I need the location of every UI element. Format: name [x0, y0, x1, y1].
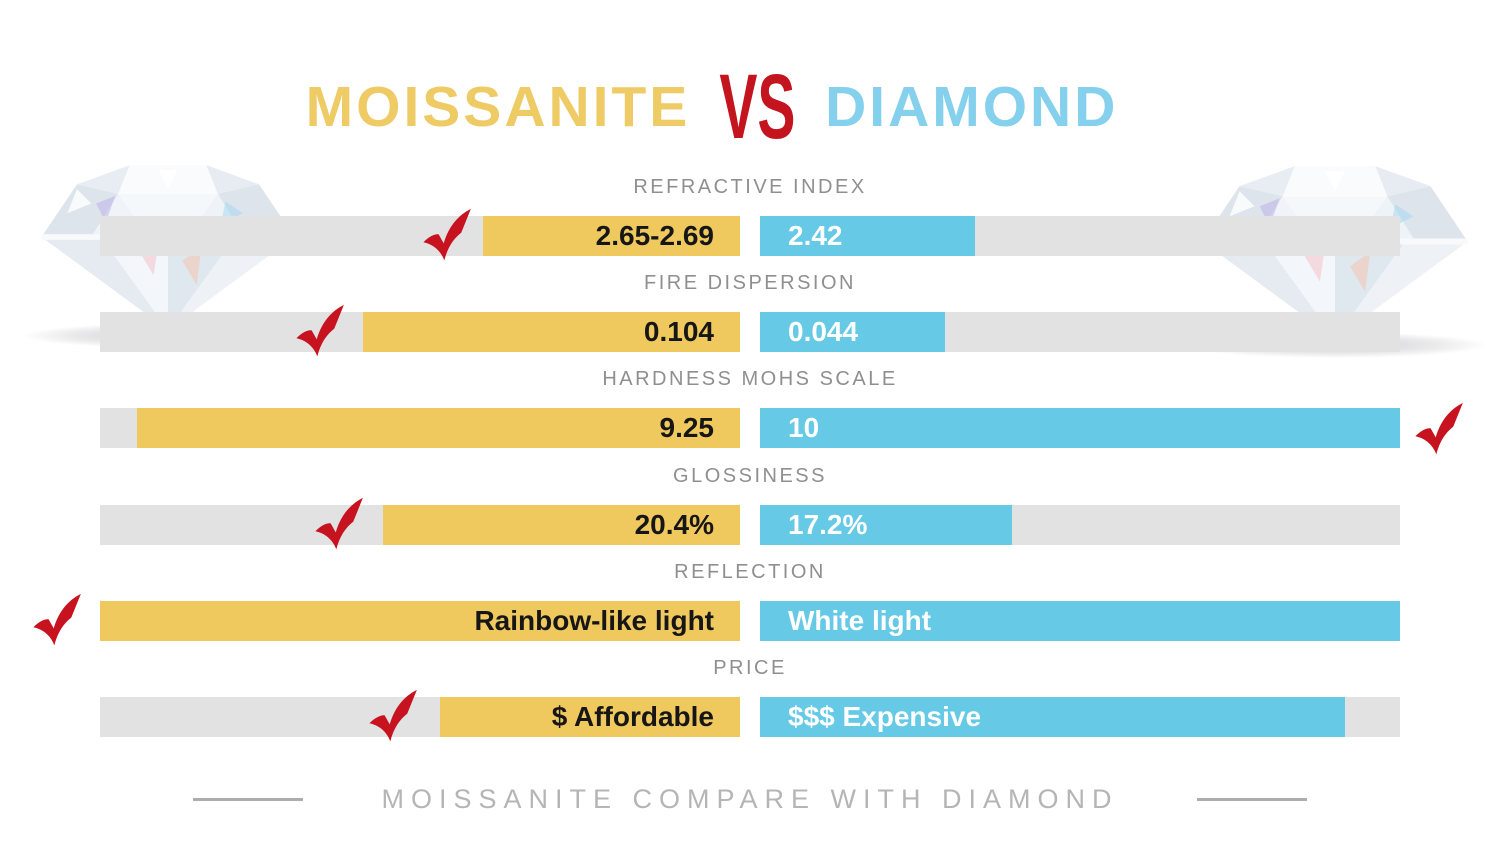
winner-check-icon — [30, 592, 82, 649]
diamond-value: $$$ Expensive — [788, 701, 982, 732]
comparison-row-hardness: HARDNESS MOHS SCALE 9.25 10 — [0, 364, 1500, 464]
moissanite-bar: 9.25 — [137, 408, 740, 448]
moissanite-bar: 2.65-2.69 — [483, 216, 740, 256]
winner-check-icon — [1412, 401, 1464, 458]
winner-check-icon — [293, 303, 345, 360]
diamond-value: 17.2% — [788, 509, 868, 540]
moissanite-bar: $ Affordable — [440, 697, 740, 737]
comparison-row-reflection: REFLECTION Rainbow-like light White ligh… — [0, 557, 1500, 657]
diamond-value: 2.42 — [788, 220, 843, 251]
row-label: REFRACTIVE INDEX — [633, 176, 867, 198]
moissanite-bar: Rainbow-like light — [100, 601, 740, 641]
comparison-row-refractive-index: REFRACTIVE INDEX 2.65-2.69 2.42 — [0, 172, 1500, 272]
moissanite-value: $ Affordable — [551, 701, 714, 732]
moissanite-value: 20.4% — [634, 509, 714, 540]
moissanite-value: Rainbow-like light — [474, 605, 714, 636]
moissanite-value: 2.65-2.69 — [595, 220, 714, 251]
diamond-bar: 2.42 — [760, 216, 975, 256]
row-label: GLOSSINESS — [673, 465, 827, 487]
diamond-value: White light — [788, 605, 932, 636]
row-label: REFLECTION — [674, 561, 826, 583]
moissanite-value: 9.25 — [659, 412, 715, 443]
diamond-bar: White light — [760, 601, 1400, 641]
divider-line — [1196, 797, 1307, 801]
page-title: MOISSANITE VS DIAMOND — [0, 56, 1424, 158]
diamond-value: 0.044 — [788, 316, 859, 347]
footer-caption: MOISSANITE COMPARE WITH DIAMOND — [0, 778, 1500, 820]
winner-check-icon — [420, 207, 472, 264]
diamond-bar: 10 — [760, 408, 1400, 448]
diamond-bar: $$$ Expensive — [760, 697, 1345, 737]
row-label: FIRE DISPERSION — [644, 272, 856, 294]
title-vs: VS — [719, 55, 796, 158]
moissanite-bar: 0.104 — [363, 312, 740, 352]
title-moissanite: MOISSANITE — [305, 75, 691, 139]
divider-line — [193, 797, 304, 801]
title-diamond: DIAMOND — [825, 75, 1119, 139]
moissanite-bar: 20.4% — [383, 505, 740, 545]
diamond-bar: 0.044 — [760, 312, 945, 352]
comparison-row-glossiness: GLOSSINESS 20.4% 17.2% — [0, 461, 1500, 561]
moissanite-value: 0.104 — [643, 316, 714, 347]
row-label: HARDNESS MOHS SCALE — [602, 368, 898, 390]
row-label: PRICE — [713, 657, 787, 679]
comparison-row-fire-dispersion: FIRE DISPERSION 0.104 0.044 — [0, 268, 1500, 368]
diamond-value: 10 — [788, 412, 820, 443]
comparison-row-price: PRICE $ Affordable $$$ Expensive — [0, 653, 1500, 753]
diamond-bar: 17.2% — [760, 505, 1012, 545]
winner-check-icon — [312, 496, 364, 553]
winner-check-icon — [366, 688, 418, 745]
footer-text: MOISSANITE COMPARE WITH DIAMOND — [381, 783, 1119, 814]
